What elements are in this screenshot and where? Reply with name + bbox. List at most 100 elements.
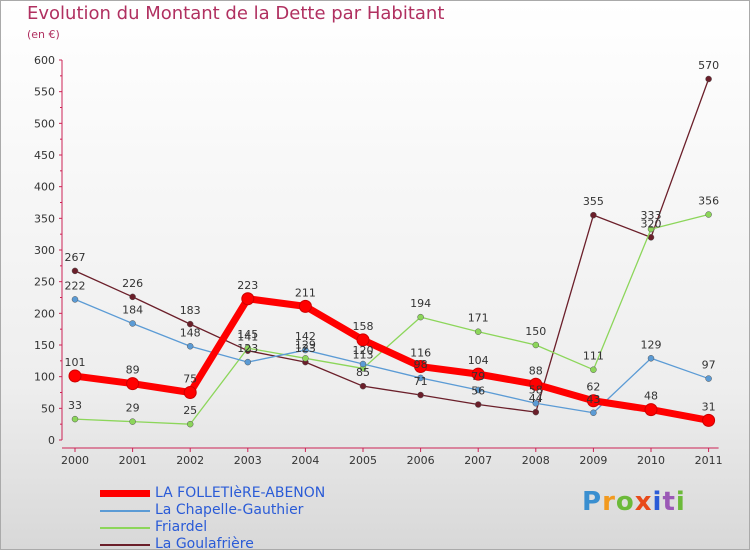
chart-title: Evolution du Montant de la Dette par Hab…	[27, 3, 445, 24]
legend-label: LA FOLLETIèRE-ABENON	[155, 485, 326, 501]
data-label: 222	[65, 279, 86, 292]
data-point	[705, 75, 712, 83]
data-point	[244, 358, 252, 366]
data-point	[471, 367, 485, 381]
data-label: 150	[525, 325, 546, 338]
legend-swatch	[100, 490, 150, 497]
data-label: 31	[702, 400, 716, 413]
data-point	[129, 320, 136, 327]
data-point	[702, 413, 716, 427]
data-point	[302, 346, 309, 354]
data-label: 29	[126, 402, 140, 415]
data-point	[590, 409, 597, 417]
data-label: 62	[586, 381, 600, 394]
data-point	[705, 211, 712, 218]
chart-unit-label: (en €)	[27, 28, 60, 41]
data-label: 145	[237, 328, 258, 341]
data-point	[356, 333, 370, 347]
y-tick-label: 450	[34, 149, 55, 162]
data-label: 56	[471, 385, 485, 398]
data-label: 97	[702, 359, 716, 372]
x-tick-label: 2008	[522, 454, 550, 467]
data-point	[529, 377, 543, 391]
data-point	[532, 400, 540, 407]
y-tick-label: 300	[34, 244, 55, 257]
logo-letter: i	[652, 487, 663, 517]
data-point	[126, 377, 140, 391]
x-tick-label: 2002	[176, 454, 204, 467]
data-label: 33	[68, 399, 82, 412]
data-point	[647, 225, 655, 233]
axes: 0 50 100 150 200 250 300 350 400 450 500 550 600 2000…	[34, 54, 723, 467]
data-point	[474, 401, 482, 408]
data-point	[129, 293, 136, 301]
data-point	[417, 391, 424, 399]
x-tick-label: 2009	[579, 454, 607, 467]
data-label: 48	[644, 390, 658, 403]
data-point	[586, 394, 600, 408]
x-tick-label: 2006	[407, 454, 435, 467]
data-point	[71, 296, 79, 303]
data-point	[244, 344, 252, 352]
data-label: 104	[468, 354, 489, 367]
data-point	[71, 415, 79, 423]
data-label: 98	[414, 358, 428, 371]
data-label: 58	[529, 383, 543, 396]
data-point	[359, 360, 367, 368]
data-label: 101	[65, 356, 86, 369]
data-point	[359, 382, 367, 390]
logo-letter: t	[662, 487, 676, 517]
y-tick-label: 100	[34, 371, 55, 384]
data-label: 129	[295, 338, 316, 351]
x-tick-label: 2004	[291, 454, 319, 467]
logo-letter: r	[602, 487, 616, 517]
data-label: 85	[356, 366, 370, 379]
data-label: 89	[126, 364, 140, 377]
data-label: 141	[237, 331, 258, 344]
data-label: 184	[122, 303, 143, 316]
data-point	[590, 211, 597, 219]
data-point	[298, 299, 312, 313]
data-point	[414, 360, 428, 374]
data-label: 71	[414, 375, 428, 388]
x-tick-label: 2005	[349, 454, 377, 467]
series-line	[74, 213, 710, 425]
data-point	[186, 343, 194, 350]
data-label: 171	[468, 312, 489, 325]
data-point	[186, 320, 194, 328]
data-point	[71, 267, 79, 275]
data-label: 79	[471, 370, 485, 383]
data-point	[417, 374, 424, 382]
data-label: 355	[583, 195, 604, 208]
data-label: 113	[353, 348, 374, 361]
legend-label: La Goulafrière	[155, 536, 254, 552]
data-label: 148	[180, 326, 201, 339]
data-point	[186, 420, 194, 428]
data-label: 142	[295, 330, 316, 343]
data-point	[129, 418, 136, 425]
data-point	[474, 386, 482, 394]
data-label: 116	[410, 347, 431, 360]
data-label: 183	[180, 304, 201, 317]
data-label: 120	[353, 344, 374, 357]
y-tick-label: 350	[34, 212, 55, 225]
data-point	[241, 292, 255, 306]
logo-letter: x	[634, 487, 653, 517]
logo-letter: i	[675, 487, 686, 517]
data-label: 211	[295, 286, 316, 299]
y-tick-label: 500	[34, 117, 55, 130]
data-point	[705, 375, 712, 382]
data-label: 123	[295, 342, 316, 355]
data-label: 44	[529, 392, 543, 405]
data-label: 158	[353, 320, 374, 333]
data-label: 223	[237, 279, 258, 292]
x-tick-label: 2000	[61, 454, 89, 467]
data-label: 320	[641, 217, 662, 230]
data-label: 333	[641, 209, 662, 222]
data-point	[647, 355, 655, 362]
data-point	[474, 328, 482, 335]
legend-label: Friardel	[155, 519, 208, 535]
data-label: 123	[237, 342, 258, 355]
